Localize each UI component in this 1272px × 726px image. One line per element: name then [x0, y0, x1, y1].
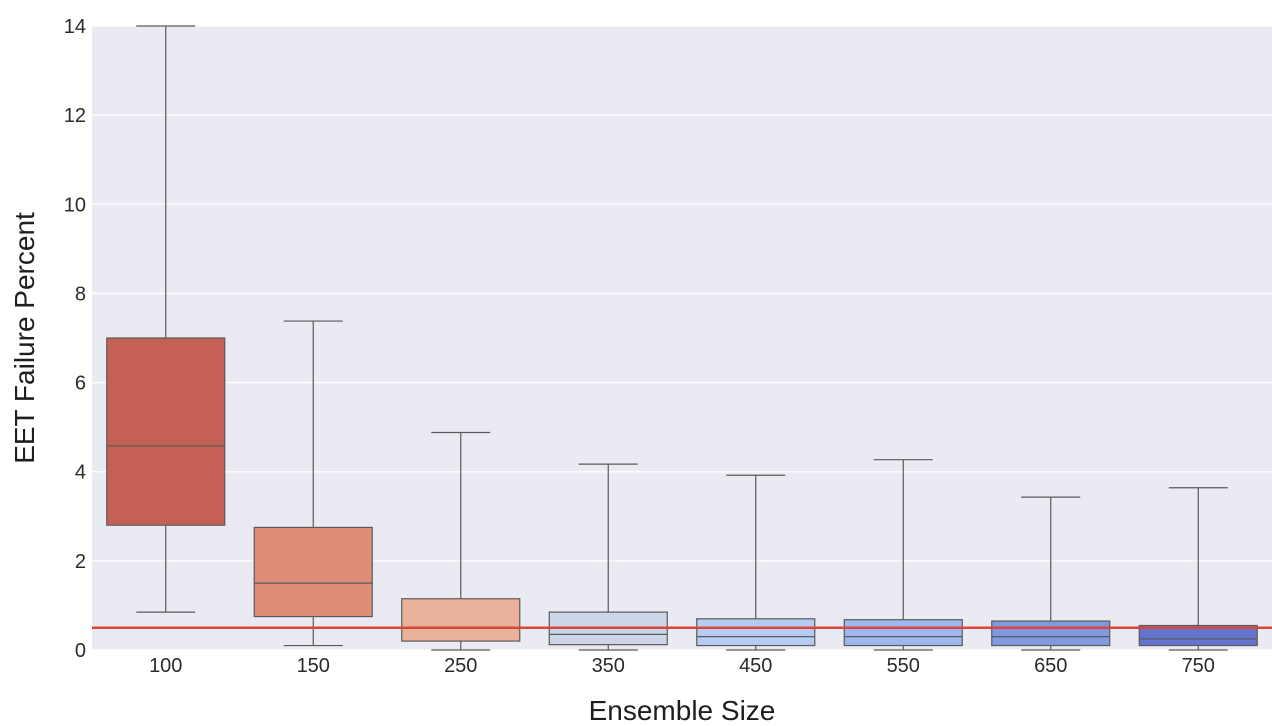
iqr-box [991, 620, 1111, 647]
iqr-box [401, 598, 521, 642]
x-tick-label: 350 [592, 655, 625, 677]
box-550 [843, 459, 963, 651]
y-tick-label: 10 [64, 194, 86, 216]
iqr-box [106, 337, 226, 526]
x-tick-label: 100 [149, 655, 182, 677]
y-tick-label: 12 [64, 105, 86, 127]
y-axis-ticks: 0 2 4 6 8 10 12 14 [64, 16, 86, 662]
x-tick-label: 750 [1182, 655, 1215, 677]
y-tick-label: 0 [75, 640, 86, 662]
box-150 [253, 320, 373, 647]
iqr-box [696, 618, 816, 647]
x-axis-ticks: 100 150 250 350 450 550 650 750 [149, 655, 1215, 677]
x-tick-label: 650 [1034, 655, 1067, 677]
iqr-box [253, 526, 373, 618]
box-450 [696, 474, 816, 651]
x-axis-title: Ensemble Size [589, 695, 776, 726]
x-tick-label: 150 [297, 655, 330, 677]
y-tick-label: 6 [75, 373, 86, 395]
box-650 [991, 496, 1111, 651]
x-tick-label: 450 [739, 655, 772, 677]
x-tick-label: 550 [887, 655, 920, 677]
y-axis-title: EET Failure Percent [9, 212, 40, 464]
iqr-box [843, 619, 963, 647]
y-tick-label: 4 [75, 462, 86, 484]
x-tick-label: 250 [444, 655, 477, 677]
boxes [106, 25, 1258, 651]
box-750 [1138, 487, 1258, 651]
iqr-box [1138, 624, 1258, 647]
y-tick-label: 14 [64, 16, 86, 38]
y-tick-label: 8 [75, 283, 86, 305]
box-100 [106, 25, 226, 613]
y-tick-label: 2 [75, 551, 86, 573]
